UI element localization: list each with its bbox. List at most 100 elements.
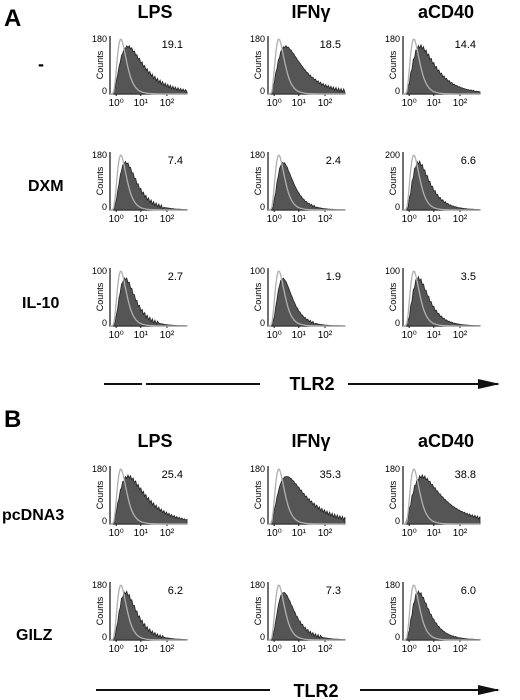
x-tick-label: 10¹: [134, 98, 149, 109]
x-tick-label: 10⁰: [402, 644, 417, 655]
percent-positive-label: 3.5: [461, 271, 476, 283]
x-tick-label: 10²: [453, 330, 468, 341]
stained-histogram: [268, 476, 346, 525]
percent-positive-label: 25.4: [162, 469, 183, 481]
control-histogram: [403, 38, 480, 95]
y-max-tick-label: 180: [250, 34, 265, 44]
y-zero-tick-label: 0: [260, 632, 265, 642]
percent-positive-label: 18.5: [320, 39, 341, 51]
x-tick-label: 10⁰: [267, 644, 282, 655]
histogram-plot-b-11: 180 0 Counts 10⁰ 10¹ 10² 38.8: [385, 464, 481, 539]
histogram-plot-a-1: 180 0 Counts 10⁰ 10¹ 10² 18.5: [250, 34, 346, 109]
control-histogram: [403, 154, 480, 211]
control-histogram: [110, 38, 187, 95]
percent-positive-label: 2.4: [326, 155, 341, 167]
x-tick-label: 10²: [160, 528, 175, 539]
y-max-tick-label: 180: [385, 34, 400, 44]
control-histogram: [268, 38, 345, 95]
control-histogram: [268, 468, 345, 525]
x-tick-label: 10¹: [134, 644, 149, 655]
column-header-lps-b: LPS: [137, 431, 172, 451]
histogram-plot-b-12: 180 0 Counts 10⁰ 10¹ 10² 6.2: [92, 580, 188, 655]
y-max-tick-label: 100: [92, 266, 107, 276]
x-tick-label: 10⁰: [109, 644, 124, 655]
percent-positive-label: 14.4: [455, 39, 476, 51]
y-max-tick-label: 180: [92, 34, 107, 44]
percent-positive-label: 35.3: [320, 469, 341, 481]
histogram-plot-b-9: 180 0 Counts 10⁰ 10¹ 10² 25.4: [92, 464, 188, 539]
histogram-plot-a-3: 180 0 Counts 10⁰ 10¹ 10² 7.4: [92, 150, 188, 225]
y-zero-tick-label: 0: [395, 202, 400, 212]
control-histogram: [268, 270, 345, 327]
percent-positive-label: 6.2: [168, 585, 183, 597]
row-label-control: -: [38, 54, 44, 74]
stained-histogram: [403, 43, 481, 95]
panel-letter-b: B: [4, 406, 21, 433]
y-max-tick-label: 180: [92, 150, 107, 160]
y-zero-tick-label: 0: [260, 516, 265, 526]
x-tick-label: 10⁰: [402, 330, 417, 341]
y-zero-tick-label: 0: [260, 86, 265, 96]
percent-positive-label: 6.6: [461, 155, 476, 167]
x-tick-label: 10²: [318, 98, 333, 109]
x-tick-label: 10²: [318, 330, 333, 341]
counts-axis-label: Counts: [388, 282, 398, 311]
counts-axis-label: Counts: [95, 596, 105, 625]
x-tick-label: 10⁰: [267, 214, 282, 225]
percent-positive-label: 1.9: [326, 271, 341, 283]
row-label-dxm: DXM: [28, 178, 64, 195]
control-histogram: [110, 154, 187, 211]
y-zero-tick-label: 0: [395, 86, 400, 96]
y-zero-tick-label: 0: [102, 318, 107, 328]
control-histogram: [268, 154, 345, 211]
axis-marker-label-b: TLR2: [294, 681, 339, 700]
stained-histogram: [268, 161, 346, 211]
y-max-tick-label: 180: [92, 464, 107, 474]
percent-positive-label: 38.8: [455, 469, 476, 481]
x-tick-label: 10²: [318, 214, 333, 225]
control-histogram: [110, 270, 187, 327]
y-max-tick-label: 100: [250, 266, 265, 276]
column-header-lps-a: LPS: [137, 2, 172, 22]
counts-axis-label: Counts: [388, 596, 398, 625]
histogram-plot-a-2: 180 0 Counts 10⁰ 10¹ 10² 14.4: [385, 34, 481, 109]
percent-positive-label: 6.0: [461, 585, 476, 597]
x-tick-label: 10¹: [427, 528, 442, 539]
x-tick-label: 10²: [453, 98, 468, 109]
y-zero-tick-label: 0: [102, 516, 107, 526]
x-tick-label: 10⁰: [267, 330, 282, 341]
x-tick-label: 10¹: [292, 644, 307, 655]
x-tick-label: 10²: [160, 644, 175, 655]
y-zero-tick-label: 0: [260, 318, 265, 328]
counts-axis-label: Counts: [388, 166, 398, 195]
stained-histogram: [110, 473, 188, 525]
x-tick-label: 10²: [453, 214, 468, 225]
counts-axis-label: Counts: [253, 50, 263, 79]
stained-histogram: [268, 277, 346, 327]
x-tick-label: 10⁰: [267, 98, 282, 109]
row-label-pcdna3: pcDNA3: [2, 507, 64, 524]
counts-axis-label: Counts: [253, 282, 263, 311]
x-tick-label: 10²: [160, 214, 175, 225]
histogram-plot-b-14: 180 0 Counts 10⁰ 10¹ 10² 6.0: [385, 580, 481, 655]
stained-histogram: [110, 45, 188, 95]
column-header-ifng-b: IFNγ: [291, 431, 330, 451]
x-tick-label: 10¹: [427, 98, 442, 109]
axis-marker-label-a: TLR2: [290, 374, 335, 394]
y-zero-tick-label: 0: [102, 202, 107, 212]
percent-positive-label: 2.7: [168, 271, 183, 283]
x-tick-label: 10⁰: [109, 98, 124, 109]
control-histogram: [403, 584, 480, 641]
control-histogram: [110, 584, 187, 641]
y-max-tick-label: 200: [385, 150, 400, 160]
x-tick-label: 10²: [318, 528, 333, 539]
control-histogram: [403, 270, 480, 327]
y-zero-tick-label: 0: [395, 516, 400, 526]
histogram-plot-a-5: 200 0 Counts 10⁰ 10¹ 10² 6.6: [385, 150, 481, 225]
stained-histogram: [403, 473, 481, 525]
row-label-il10: IL-10: [22, 295, 59, 312]
histogram-plot-a-6: 100 0 Counts 10⁰ 10¹ 10² 2.7: [92, 266, 188, 341]
counts-axis-label: Counts: [388, 50, 398, 79]
stained-histogram: [403, 159, 481, 211]
